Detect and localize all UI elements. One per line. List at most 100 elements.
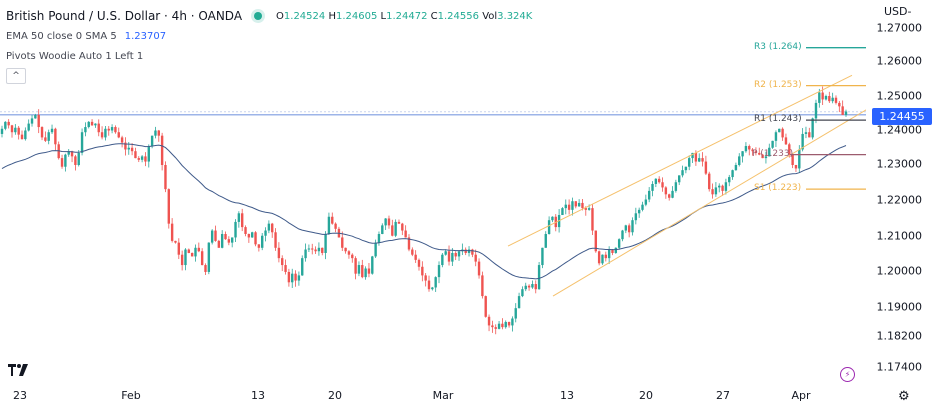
channel-lower-line[interactable] <box>552 106 866 297</box>
time-tick-label: Feb <box>121 389 141 402</box>
candle-body <box>714 187 718 195</box>
candle-body <box>671 190 674 198</box>
candle-body <box>417 259 421 267</box>
candle-body <box>541 247 544 266</box>
candle-body <box>240 213 244 228</box>
candle-body <box>527 285 531 288</box>
candle-body <box>287 271 291 283</box>
candle-body <box>247 234 251 238</box>
chart-legend: British Pound / U.S. Dollar · 4h · OANDA… <box>6 6 532 86</box>
candle-body <box>84 127 87 133</box>
candle-body <box>814 102 818 119</box>
candle-body <box>34 114 37 119</box>
candle-body <box>377 234 381 243</box>
candle-body <box>257 244 261 248</box>
candle-body <box>614 247 618 253</box>
candle-body <box>594 230 598 252</box>
candle-body <box>14 127 17 133</box>
candle-body <box>427 280 431 290</box>
price-tick-label: 1.21000 <box>876 229 923 243</box>
candle-body <box>70 151 74 157</box>
candle-body <box>54 128 57 145</box>
candle-body <box>821 92 824 100</box>
candle-body <box>207 242 211 272</box>
candle-body <box>7 121 10 126</box>
candle-body <box>90 121 94 126</box>
time-tick-label: 27 <box>716 389 730 402</box>
candle-body <box>210 230 214 243</box>
time-tick-label: 13 <box>251 389 265 402</box>
pivots-indicator-label: Pivots Woodie Auto 1 Left 1 <box>6 50 144 62</box>
candle-body <box>741 151 744 157</box>
candle-body <box>50 128 54 133</box>
candle-body <box>534 284 537 290</box>
candle-body <box>494 327 497 329</box>
candle-body <box>604 254 608 259</box>
candle-body <box>454 252 457 257</box>
candle-body <box>381 225 384 234</box>
candle-body <box>537 265 541 290</box>
ema-line <box>1 143 847 280</box>
candle-body <box>471 249 474 255</box>
candle-body <box>117 132 120 138</box>
candle-body <box>551 216 554 221</box>
candle-body <box>627 225 631 233</box>
candle-body <box>597 251 601 264</box>
candle-body <box>291 273 294 283</box>
candle-body <box>831 97 834 102</box>
candle-body <box>728 177 731 183</box>
candle-body <box>517 296 521 309</box>
candle-body <box>778 128 781 133</box>
candle-body <box>271 223 274 233</box>
candle-body <box>801 133 804 150</box>
candle-body <box>731 170 734 178</box>
tradingview-logo[interactable] <box>8 362 30 380</box>
candle-body <box>160 135 164 165</box>
candle-body <box>507 321 511 326</box>
candle-body <box>434 277 437 288</box>
candle-body <box>701 158 704 162</box>
candle-body <box>140 156 144 160</box>
gear-icon[interactable]: ⚙ <box>898 389 910 404</box>
candle-body <box>267 223 271 231</box>
price-chart-canvas[interactable] <box>0 0 866 380</box>
candle-body <box>681 170 684 176</box>
candle-body <box>27 123 30 131</box>
candle-body <box>44 137 47 141</box>
candle-body <box>274 232 277 248</box>
candle-body <box>818 92 821 103</box>
candle-body <box>187 249 191 253</box>
candle-body <box>718 185 721 188</box>
candle-body <box>734 165 738 171</box>
collapse-legend-button[interactable]: ^ <box>6 68 26 84</box>
candle-body <box>237 213 241 222</box>
candle-body <box>587 208 591 210</box>
candle-body <box>521 289 524 297</box>
candle-body <box>227 239 231 243</box>
candle-body <box>64 154 67 167</box>
candle-body <box>601 254 604 264</box>
candle-body <box>424 275 427 281</box>
candle-body <box>761 154 764 159</box>
price-axis[interactable]: 1.27000 1.26000 1.25000 1.24000 1.23000 1.220… <box>866 0 932 416</box>
candle-body <box>314 249 317 252</box>
symbol-title[interactable]: British Pound / U.S. Dollar · 4h · OANDA <box>6 9 243 23</box>
candle-body <box>564 204 567 209</box>
currency-selector[interactable]: USD‐ <box>884 5 912 18</box>
candle-body <box>844 111 848 115</box>
candle-body <box>688 158 691 167</box>
candle-body <box>120 137 124 143</box>
time-tick-label: Mar <box>432 389 454 402</box>
price-tick-label: 1.27000 <box>876 21 923 35</box>
lightning-icon[interactable]: ⚡ <box>840 367 855 382</box>
time-tick-label: 20 <box>328 389 342 402</box>
channel-upper-line[interactable] <box>507 74 853 247</box>
ema-indicator-value: 1.23707 <box>124 30 167 42</box>
candle-body <box>584 208 587 210</box>
candle-body <box>467 249 471 253</box>
ema-indicator-label: EMA 50 close 0 SMA 5 <box>6 30 117 42</box>
pivots-indicator-row[interactable]: Pivots Woodie Auto 1 Left 1 <box>6 46 532 66</box>
candle-body <box>711 189 714 195</box>
candle-body <box>224 234 227 240</box>
ema-indicator-row[interactable]: EMA 50 close 0 SMA 5 1.23707 <box>6 26 532 46</box>
